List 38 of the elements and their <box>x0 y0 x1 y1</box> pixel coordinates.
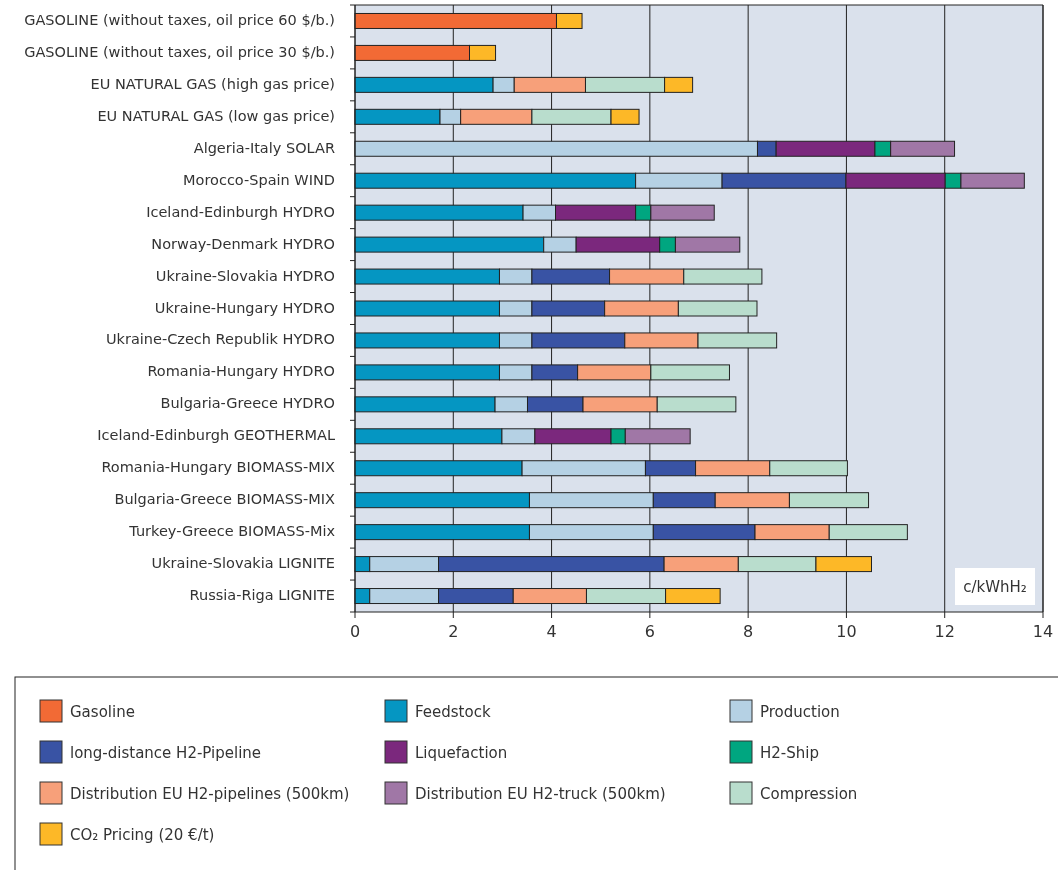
y-tick-label: EU NATURAL GAS (high gas price) <box>90 75 335 92</box>
x-tick-label: 6 <box>644 622 655 641</box>
y-tick-label: Romania-Hungary BIOMASS-MIX <box>101 459 336 476</box>
y-tick-label: Algeria-Italy SOLAR <box>193 139 335 156</box>
legend-label: Liquefaction <box>415 743 508 762</box>
y-tick-label: EU NATURAL GAS (low gas price) <box>97 107 335 124</box>
y-tick-label: Romania-Hungary HYDRO <box>147 363 335 380</box>
x-tick-label: 14 <box>1032 622 1054 641</box>
x-tick-label: 2 <box>448 622 459 641</box>
legend-label: Distribution EU H2-pipelines (500km) <box>70 784 350 803</box>
legend-label: H2-Ship <box>760 743 819 762</box>
y-tick-label: Turkey-Greece BIOMASS-Mix <box>128 523 336 540</box>
legend-label: CO₂ Pricing (20 €/t) <box>70 825 215 844</box>
y-tick-label: Norway-Denmark HYDRO <box>151 235 335 252</box>
y-tick-label: Iceland-Edinburgh GEOTHERMAL <box>97 427 335 444</box>
legend-label: Feedstock <box>415 702 491 721</box>
y-tick-label: Bulgaria-Greece BIOMASS-MIX <box>114 491 336 508</box>
x-tick-label: 10 <box>836 622 857 641</box>
x-axis-title: c/kWhH₂ <box>963 578 1027 596</box>
y-tick-label: Ukraine-Slovakia HYDRO <box>155 267 335 284</box>
x-tick-label: 8 <box>743 622 754 641</box>
legend-label: long-distance H2-Pipeline <box>70 743 262 762</box>
x-tick-label: 4 <box>546 622 557 641</box>
y-tick-label: Bulgaria-Greece HYDRO <box>160 395 335 412</box>
y-tick-label: Ukraine-Hungary HYDRO <box>154 299 335 316</box>
x-tick-label: 0 <box>349 622 361 641</box>
y-tick-label: GASOLINE (without taxes, oil price 60 $/b.) <box>24 11 335 28</box>
y-tick-label: Russia-Riga LIGNITE <box>189 587 335 604</box>
y-tick-label: Morocco-Spain WIND <box>183 171 335 188</box>
y-tick-label: Iceland-Edinburgh HYDRO <box>146 203 335 220</box>
y-tick-label: Ukraine-Czech Republik HYDRO <box>105 331 335 348</box>
legend-label: Gasoline <box>70 702 135 721</box>
y-tick-label: GASOLINE (without taxes, oil price 30 $/b.) <box>24 43 335 60</box>
legend-label: Compression <box>760 784 858 803</box>
x-tick-label: 12 <box>934 622 955 641</box>
y-tick-label: Ukraine-Slovakia LIGNITE <box>151 555 335 572</box>
legend-label: Production <box>760 702 840 721</box>
legend-label: Distribution EU H2-truck (500km) <box>415 784 666 803</box>
